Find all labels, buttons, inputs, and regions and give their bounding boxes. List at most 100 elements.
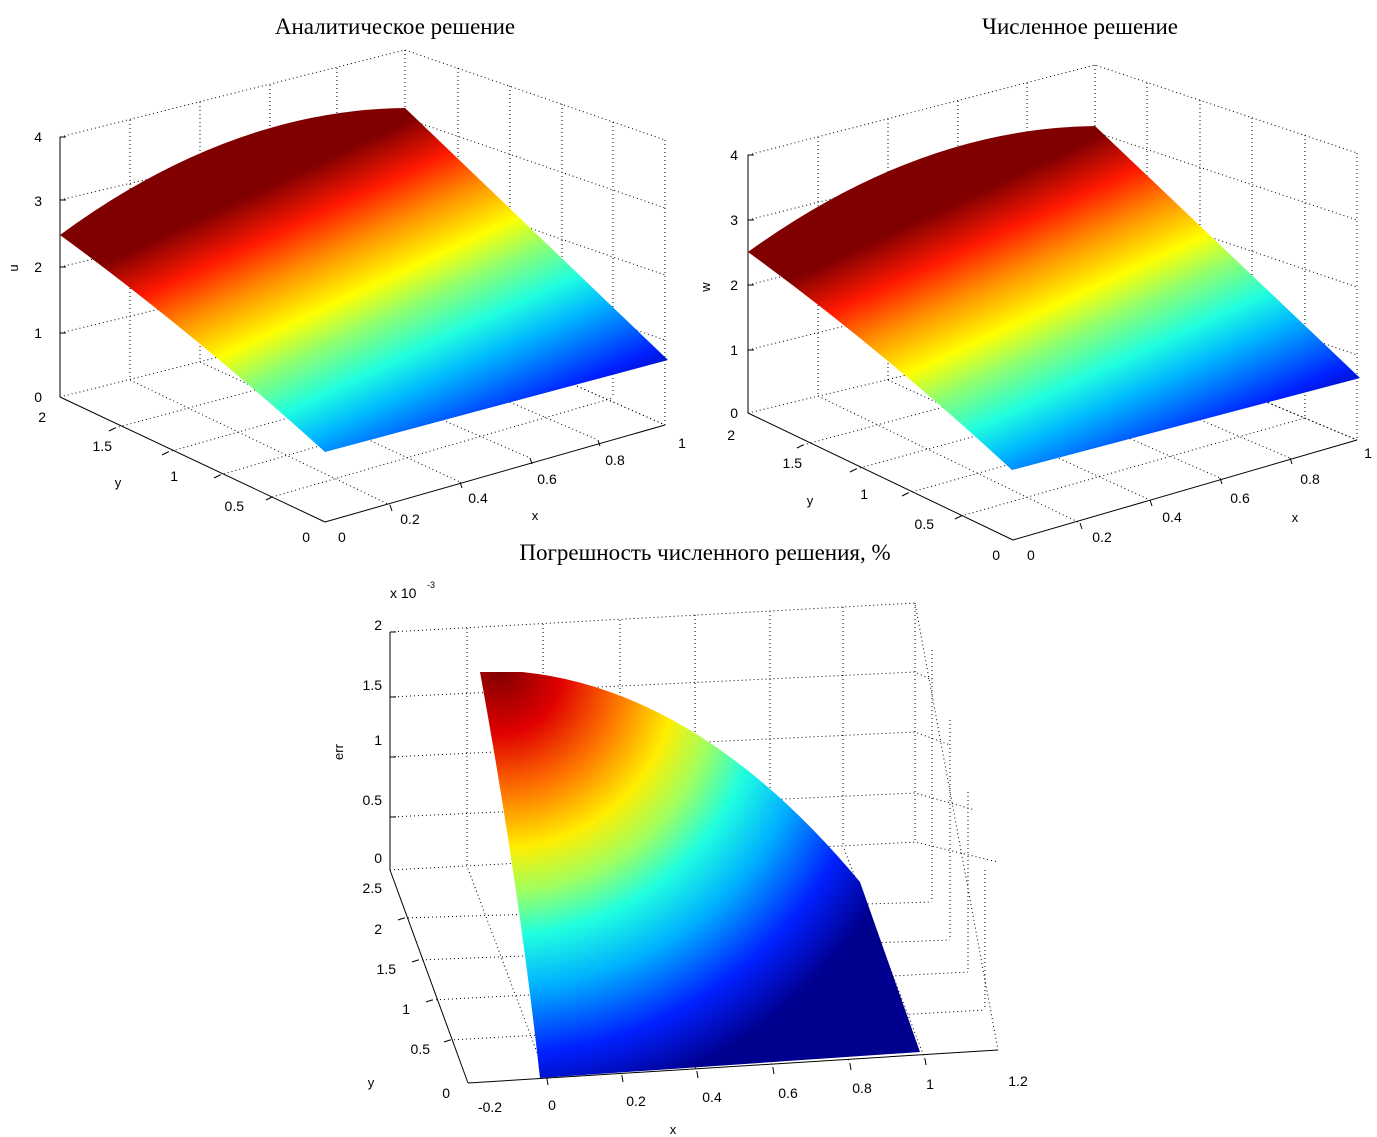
tick-labels-numeric: 4 3 2 1 0 2 1.5 1 0.5 0 0 0.2 0.4 0.6 0.… (698, 147, 1372, 563)
y-tick-mark (213, 474, 221, 479)
grid-line (389, 671, 933, 698)
x-tick-mark (459, 481, 463, 489)
y-tick-label: 0.5 (225, 498, 245, 514)
x-tick-mark (849, 1063, 852, 1071)
z-tick-label: 4 (34, 129, 42, 145)
axes-numeric (747, 154, 1358, 541)
x-tick-label: 1 (678, 435, 686, 451)
x-tick-label: 0.6 (1230, 490, 1250, 506)
y-tick-label: 0 (302, 529, 310, 545)
x-tick-label: 0 (338, 529, 346, 545)
grid-line (417, 939, 951, 961)
y-tick-label: 0.5 (915, 516, 935, 532)
x-tick-mark (546, 1078, 549, 1086)
z-tick-label: 3 (34, 193, 42, 209)
grid-line (1094, 329, 1358, 441)
z-tick-label: 2 (34, 259, 42, 275)
y-axis-label: y (807, 493, 814, 508)
x-tick-mark (1149, 499, 1153, 507)
x-tick-label: 0.2 (400, 511, 420, 527)
y-axis-label: y (368, 1075, 375, 1090)
y-tick-mark (425, 999, 433, 1003)
z-tick-label: 2 (374, 617, 382, 633)
y-tick-mark (265, 496, 273, 501)
x-axis-label: x (532, 508, 539, 523)
grid-line (336, 327, 599, 441)
z-tick-label: 0.5 (363, 792, 383, 808)
surface-numeric (748, 126, 1360, 470)
y-tick-mark (901, 492, 909, 497)
z-tick-label: 0 (374, 850, 382, 866)
x-tick-mark (1219, 477, 1223, 485)
z-tick-label: 1 (730, 342, 738, 358)
x-tick-label: -0.2 (478, 1099, 502, 1115)
x-axis-label: x (1292, 510, 1299, 525)
z-axis-label: u (6, 264, 21, 271)
y-tick-label: 1.5 (783, 455, 803, 471)
x-axis (467, 1049, 999, 1084)
chart-title-analytic: Аналитическое решение (275, 14, 515, 39)
axes-analytic (59, 136, 666, 523)
x-tick-label: 0.4 (468, 490, 488, 506)
x-tick-label: 1 (926, 1076, 934, 1092)
x-axis (1012, 439, 1358, 541)
y-tick-mark (443, 1039, 451, 1043)
z-tick-label: 0 (730, 405, 738, 421)
tick-labels-error: x 10 -3 2 1.5 1 0.5 0 2.5 2 1.5 1 0.5 0 … (331, 580, 1028, 1137)
y-tick-mark (954, 515, 962, 520)
z-tick-label: 3 (730, 212, 738, 228)
x-tick-label: 1 (1364, 445, 1372, 461)
x-tick-mark (597, 439, 601, 447)
y-tick-mark (796, 444, 804, 449)
x-tick-mark (529, 457, 533, 465)
x-axis-label: x (670, 1122, 677, 1137)
y-tick-label: 1.5 (93, 438, 113, 454)
x-tick-mark (924, 1058, 927, 1066)
x-tick-label: 1.2 (1008, 1073, 1028, 1089)
y-axis (59, 396, 326, 523)
grid-line (269, 344, 531, 459)
x-axis (324, 424, 666, 523)
x-tick-label: 0.4 (1162, 509, 1182, 525)
chart-title-numeric: Численное решение (982, 14, 1178, 39)
y-tick-label: 0.5 (411, 1041, 431, 1057)
x-tick-label: 0 (1027, 547, 1035, 563)
y-tick-label: 0 (992, 547, 1000, 563)
y-tick-mark (108, 427, 116, 432)
grid-line (129, 379, 391, 506)
x-tick-label: 0.6 (537, 471, 557, 487)
back-wall-edge (389, 602, 999, 1051)
y-tick-label: 2 (374, 921, 382, 937)
z-axis-label: err (331, 743, 346, 760)
x-tick-mark (389, 504, 393, 512)
y-tick-mark (411, 959, 419, 963)
y-tick-mark (397, 917, 405, 921)
x-tick-label: 0.6 (778, 1085, 798, 1101)
z-tick-label: 1 (34, 325, 42, 341)
chart-title-error: Погрешность численного решения, % (519, 540, 890, 565)
x-tick-mark (621, 1075, 624, 1083)
z-tick-label: 4 (730, 147, 738, 163)
z-tick-label: 0 (34, 389, 42, 405)
z-tick-label: 1.5 (363, 677, 383, 693)
y-axis (389, 869, 469, 1084)
x-tick-mark (1289, 457, 1293, 465)
x-tick-label: 0.4 (702, 1089, 722, 1105)
y-tick-label: 1.5 (377, 961, 397, 977)
y-tick-label: 2 (38, 409, 46, 425)
y-tick-label: 0 (442, 1085, 450, 1101)
x-tick-label: 0.2 (626, 1093, 646, 1109)
y-tick-mark (849, 468, 857, 473)
z-multiplier-label: x 10 (390, 585, 417, 601)
surface-error (480, 672, 920, 1078)
x-tick-label: 0.2 (1092, 529, 1112, 545)
x-tick-mark (772, 1067, 775, 1075)
grid-line (817, 395, 1081, 524)
y-tick-label: 1 (170, 468, 178, 484)
z-exponent-label: -3 (427, 580, 435, 590)
y-tick-mark (161, 451, 169, 456)
y-tick-label: 1 (860, 486, 868, 502)
y-axis-label: y (115, 475, 122, 490)
z-tick-label: 2 (730, 277, 738, 293)
